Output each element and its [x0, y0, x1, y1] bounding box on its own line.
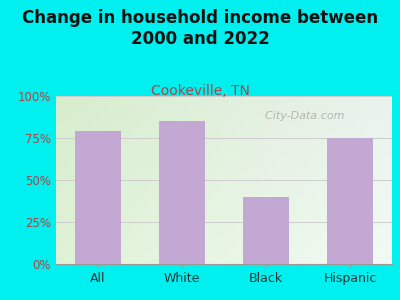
- Text: Cookeville, TN: Cookeville, TN: [150, 84, 250, 98]
- Text: City-Data.com: City-Data.com: [258, 111, 344, 121]
- Bar: [243, 197, 289, 264]
- Text: Change in household income between
2000 and 2022: Change in household income between 2000 …: [22, 9, 378, 49]
- Bar: [159, 121, 205, 264]
- Bar: [327, 138, 373, 264]
- Bar: [75, 131, 121, 264]
